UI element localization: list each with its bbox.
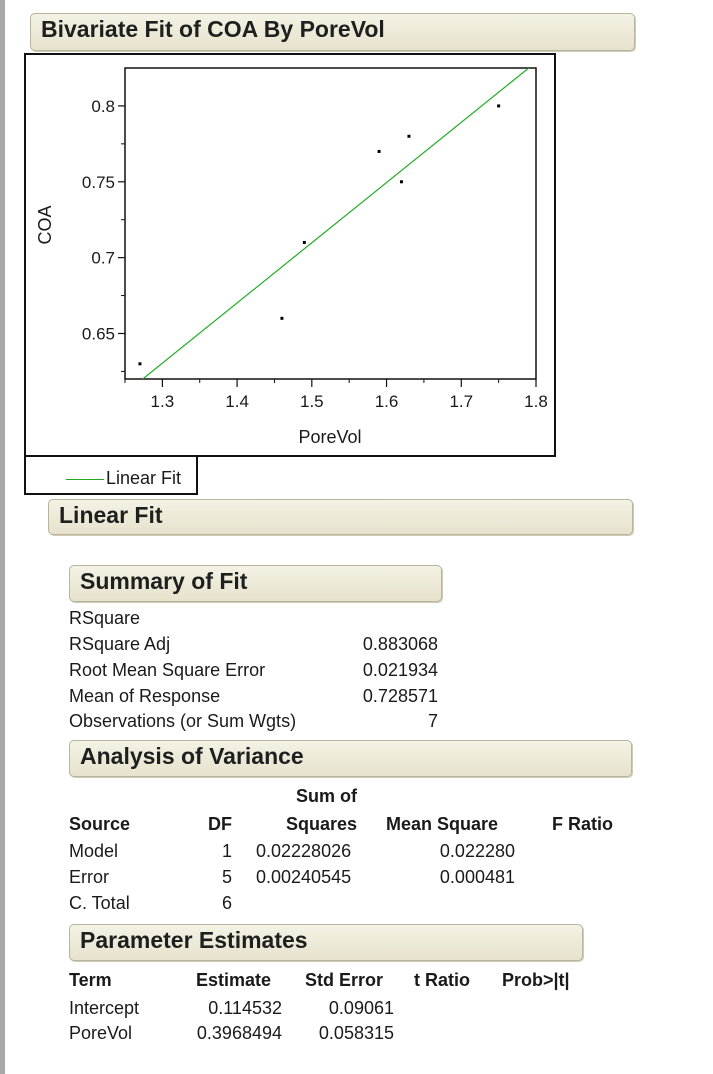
data-point <box>138 362 142 366</box>
x-axis-title: PoreVol <box>298 427 361 447</box>
anova-col-ss-top: Sum of <box>296 786 357 806</box>
y-axis-title: COA <box>35 205 55 244</box>
anova-row-source: Error <box>69 867 109 887</box>
anova-row-source: C. Total <box>69 893 130 913</box>
pe-row-estimate: 0.114532 <box>208 998 282 1018</box>
legend-swatch-line <box>66 479 104 480</box>
anova-header[interactable]: Analysis of Variance <box>69 740 632 777</box>
anova-row-ms: 0.000481 <box>439 867 515 887</box>
summary-label: RSquare <box>69 608 141 628</box>
pe-row-estimate: 0.3968494 <box>196 1023 282 1043</box>
report-title[interactable]: Bivariate Fit of COA By PoreVol <box>30 13 635 51</box>
data-point <box>377 149 381 153</box>
anova-row-ms: 0.022280 <box>439 841 515 861</box>
x-tick-label: 1.3 <box>151 392 175 411</box>
summary-value: 0.021934 <box>362 660 438 680</box>
x-axis: 1.3 1.4 1.5 1.6 1.7 1.8 <box>124 379 548 411</box>
x-tick-label: 1.4 <box>225 392 249 411</box>
linear-fit-header[interactable]: Linear Fit <box>48 499 633 535</box>
summary-label: Observations (or Sum Wgts) <box>69 711 297 731</box>
anova-col-ms: Mean Square <box>386 814 499 834</box>
summary-of-fit-header[interactable]: Summary of Fit <box>69 565 442 602</box>
anova-col-f: F Ratio <box>552 814 613 834</box>
legend-label: Linear Fit <box>106 468 182 488</box>
pe-row-term: Intercept <box>69 998 140 1018</box>
y-tick-label: 0.7 <box>91 249 115 268</box>
data-point <box>302 240 306 244</box>
anova-row-df: 1 <box>221 841 232 861</box>
anova-title: Analysis of Variance <box>80 743 304 769</box>
anova-row-source: Model <box>69 841 119 861</box>
anova-row-df: 5 <box>221 867 232 887</box>
data-points <box>138 104 501 366</box>
anova-row-ss: 0.00240545 <box>256 867 352 887</box>
plot-frame[interactable]: 0.65 0.7 0.75 0.8 1.3 1.4 1.5 1.6 1.7 1.8 PoreVo… <box>24 53 556 457</box>
pe-row-stderr: 0.09061 <box>328 998 394 1018</box>
pe-col-stderr: Std Error <box>305 970 384 990</box>
plot-area[interactable] <box>124 67 537 380</box>
x-tick-label: 1.7 <box>449 392 473 411</box>
anova-col-source: Source <box>69 814 131 834</box>
scatter-chart[interactable]: 0.65 0.7 0.75 0.8 1.3 1.4 1.5 1.6 1.7 1.8 PoreVo… <box>26 55 554 455</box>
y-axis: 0.65 0.7 0.75 0.8 <box>82 97 125 372</box>
data-point <box>497 104 501 108</box>
pe-col-term: Term <box>69 970 112 990</box>
linear-fit-line[interactable] <box>125 62 536 393</box>
pe-row-term: PoreVol <box>69 1023 133 1043</box>
pe-col-estimate: Estimate <box>196 970 272 990</box>
summary-value: 0.883068 <box>362 634 438 654</box>
summary-value: 0.728571 <box>362 686 438 706</box>
data-point <box>399 180 403 184</box>
pe-col-tratio: t Ratio <box>414 970 470 990</box>
x-tick-label: 1.6 <box>375 392 399 411</box>
anova-col-ss: Squares <box>286 814 358 834</box>
summary-label: Root Mean Square Error <box>69 660 266 680</box>
y-tick-label: 0.65 <box>82 324 115 343</box>
x-tick-label: 1.5 <box>300 392 324 411</box>
anova-row-df: 6 <box>221 893 232 913</box>
anova-row-ss: 0.02228026 <box>256 841 352 861</box>
data-point <box>280 316 284 320</box>
x-tick-label: 1.8 <box>524 392 548 411</box>
linear-fit-title: Linear Fit <box>59 502 163 528</box>
anova-col-df: DF <box>208 814 232 834</box>
data-point <box>407 134 411 138</box>
y-tick-label: 0.75 <box>82 173 115 192</box>
outline-left-rule <box>0 0 5 1074</box>
report-title-text: Bivariate Fit of COA By PoreVol <box>41 16 385 42</box>
pe-row-stderr: 0.058315 <box>318 1023 394 1043</box>
summary-value: 7 <box>427 711 438 731</box>
pe-col-prob: Prob>|t| <box>502 970 570 990</box>
y-tick-label: 0.8 <box>91 97 115 116</box>
parameter-estimates-title: Parameter Estimates <box>80 927 308 953</box>
summary-label: RSquare Adj <box>69 634 171 654</box>
summary-label: Mean of Response <box>69 686 221 706</box>
summary-of-fit-title: Summary of Fit <box>80 568 248 594</box>
legend: Linear Fit <box>24 457 198 495</box>
parameter-estimates-header[interactable]: Parameter Estimates <box>69 924 583 961</box>
